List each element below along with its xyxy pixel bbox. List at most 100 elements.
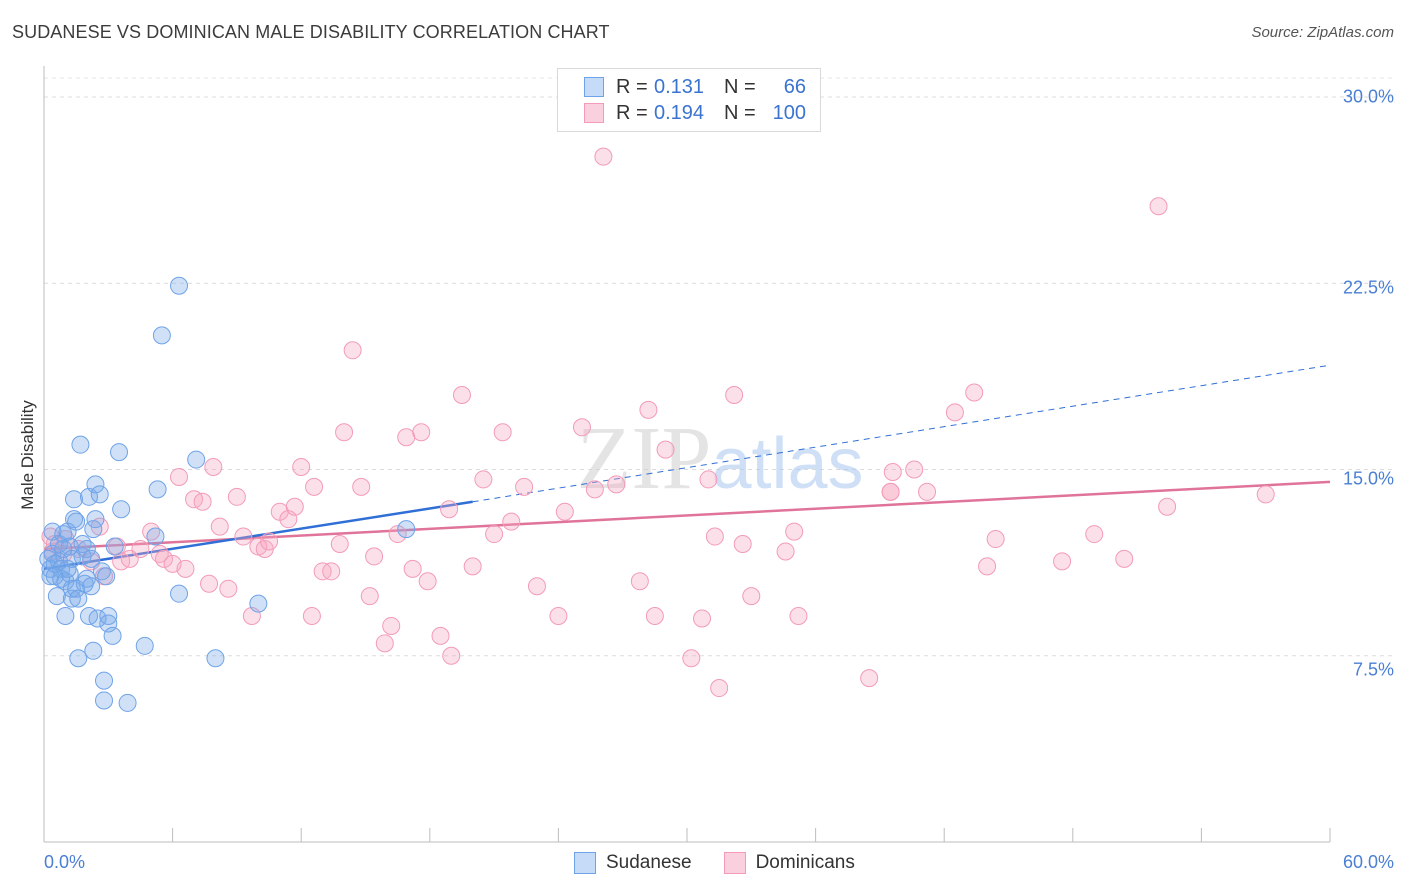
sudanese-point: [45, 567, 64, 586]
sudanese-point: [206, 649, 225, 668]
dominicans-point: [585, 480, 604, 499]
n-value: 100: [772, 101, 806, 124]
sudanese-point: [397, 520, 416, 539]
dominicans-point: [515, 477, 534, 496]
sudanese-point: [67, 512, 86, 531]
sudanese-point: [103, 626, 122, 645]
dominicans-swatch: [584, 103, 604, 123]
sudanese-point: [62, 589, 81, 608]
sudanese-point: [65, 490, 84, 509]
dominicans-point: [699, 470, 718, 489]
dominicans-point: [397, 428, 416, 447]
sudanese-point: [187, 450, 206, 469]
sudanese-point: [69, 589, 88, 608]
dominicans-point: [656, 440, 675, 459]
sudanese-point: [65, 510, 84, 529]
dominicans-point: [1149, 197, 1168, 216]
sudanese-point: [152, 326, 171, 345]
dominicans-point: [305, 477, 324, 496]
dominicans-point: [789, 607, 808, 626]
dominicans-point: [412, 423, 431, 442]
sudanese-point: [69, 649, 88, 668]
data-points: [39, 147, 1275, 712]
dominicans-point: [335, 423, 354, 442]
dominicans-point: [322, 562, 341, 581]
sudanese-point: [112, 500, 131, 519]
dominicans-point: [945, 403, 964, 422]
dominicans-point: [452, 386, 471, 404]
sudanese-swatch: [584, 77, 604, 97]
sudanese-point: [118, 693, 137, 712]
dominicans-point: [905, 460, 924, 479]
dominicans-point: [549, 607, 568, 626]
sudanese-point: [97, 567, 116, 586]
dominicans-point: [1158, 497, 1177, 516]
sudanese-point: [62, 549, 81, 568]
r-label: R =: [616, 101, 648, 124]
y-tick-7-5: 7.5%: [1352, 659, 1394, 680]
dominicans-point: [630, 572, 649, 591]
stats-legend: R = 0.131 N = 66 R = 0.194 N = 100: [557, 68, 821, 132]
y-tick-15: 15.0%: [1342, 468, 1394, 489]
dominicans-point: [607, 475, 626, 494]
dominicans-point: [978, 557, 997, 576]
sudanese-point: [47, 587, 66, 606]
legend-row-dominicans: R = 0.194 N = 100: [584, 100, 806, 126]
r-value: 0.194: [654, 101, 705, 124]
legend-label: Sudanese: [606, 852, 692, 873]
legend-item-sudanese[interactable]: Sudanese: [574, 852, 692, 874]
dominicans-point: [431, 626, 450, 645]
dominicans-point: [639, 400, 658, 419]
dominicans-point: [710, 679, 729, 698]
sudanese-point: [99, 607, 118, 626]
dominicans-point: [219, 579, 238, 598]
dominicans-point: [725, 386, 744, 404]
dominicans-point: [693, 609, 712, 628]
dominicans-point: [352, 477, 371, 496]
n-label: N =: [724, 75, 756, 98]
dominicans-point: [365, 547, 384, 566]
dominicans-point: [330, 535, 349, 553]
dominicans-point: [485, 525, 504, 544]
legend-item-dominicans[interactable]: Dominicans: [723, 852, 855, 874]
sudanese-point: [110, 443, 129, 462]
dominicans-point: [785, 522, 804, 541]
dominicans-point: [292, 458, 311, 477]
n-label: N =: [724, 101, 756, 124]
dominicans-point: [442, 646, 461, 665]
sudanese-point: [148, 480, 167, 499]
x-tick-max: 60.0%: [1342, 852, 1394, 872]
sudanese-point: [56, 607, 75, 626]
dominicans-swatch: [723, 852, 746, 874]
sudanese-point: [90, 485, 109, 504]
dominicans-point: [204, 458, 223, 477]
sudanese-point: [84, 641, 103, 660]
sudanese-point: [135, 636, 154, 655]
sudanese-point: [95, 691, 114, 710]
dominicans-point: [131, 539, 150, 558]
sudanese-point: [71, 435, 90, 454]
dominicans-point: [360, 587, 379, 606]
sudanese-point: [170, 584, 189, 603]
dominicans-point: [440, 500, 459, 519]
dominicans-point: [883, 462, 902, 481]
sudanese-point: [82, 549, 101, 568]
dominicans-point: [965, 383, 984, 402]
sudanese-trend-extension: [472, 364, 1331, 503]
dominicans-point: [403, 559, 422, 578]
grid-lines: [44, 77, 1395, 657]
dominicans-point: [388, 525, 407, 544]
dominicans-point: [881, 482, 900, 501]
dominicans-point: [493, 423, 512, 442]
sudanese-point: [86, 510, 105, 529]
dominicans-point: [705, 527, 724, 546]
sudanese-point: [86, 475, 105, 494]
sudanese-point: [105, 537, 124, 556]
dominicans-point: [170, 467, 189, 486]
r-label: R =: [616, 75, 648, 98]
dominicans-point: [260, 532, 279, 551]
sudanese-point: [95, 671, 114, 690]
dominicans-point: [210, 517, 229, 536]
dominicans-point: [555, 502, 574, 521]
